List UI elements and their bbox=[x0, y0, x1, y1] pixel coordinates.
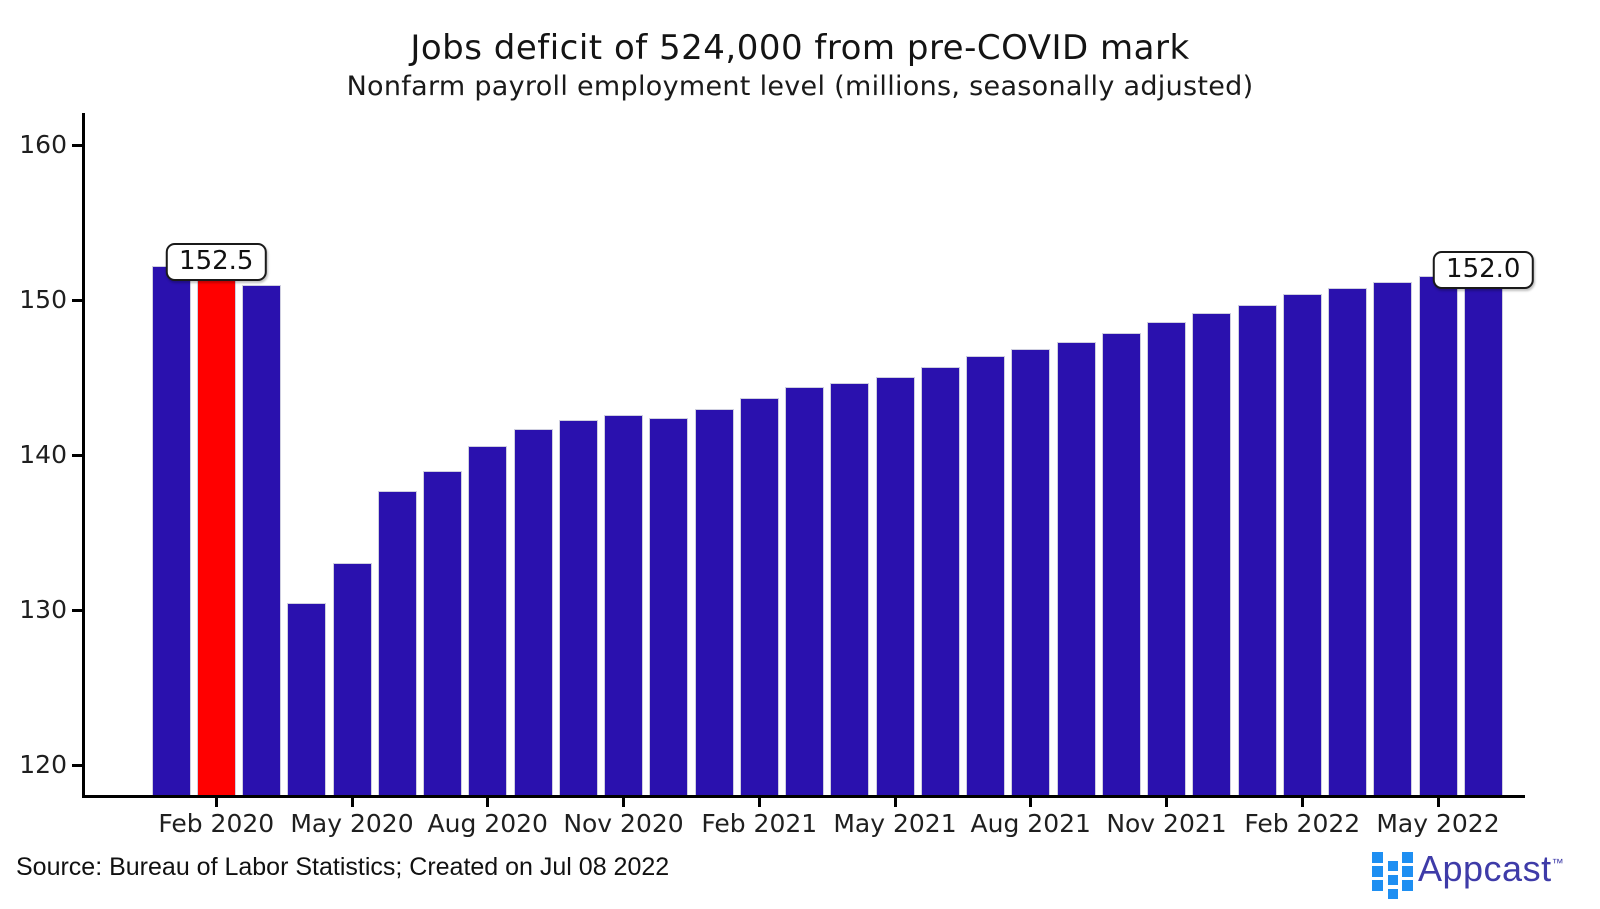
x-axis-tick bbox=[486, 798, 490, 807]
x-axis-tick bbox=[893, 798, 897, 807]
y-axis-tick bbox=[72, 764, 82, 768]
x-axis-label: Feb 2022 bbox=[1244, 809, 1361, 838]
y-axis-label: 160 bbox=[19, 129, 67, 159]
bar-feb-2021 bbox=[739, 398, 779, 795]
bar-jul-2020 bbox=[423, 471, 462, 795]
bar-jan-2020 bbox=[151, 266, 191, 795]
bar-apr-2021 bbox=[830, 382, 870, 795]
y-axis-tick bbox=[72, 609, 82, 613]
x-axis-label: May 2021 bbox=[833, 809, 957, 838]
chart-title: Jobs deficit of 524,000 from pre-COVID m… bbox=[410, 28, 1190, 68]
y-axis-tick bbox=[72, 454, 82, 458]
bar-jun-2022 bbox=[1463, 269, 1503, 795]
appcast-logo-text: Appcast™ bbox=[1418, 848, 1564, 890]
bar-may-2021 bbox=[875, 376, 915, 795]
x-axis-label: May 2020 bbox=[290, 809, 414, 838]
y-axis-label: 150 bbox=[19, 284, 67, 314]
x-axis-label: Aug 2020 bbox=[427, 809, 548, 838]
x-axis-tick bbox=[1165, 798, 1168, 807]
bar-jul-2021 bbox=[966, 356, 1005, 795]
x-axis-label: May 2022 bbox=[1376, 809, 1500, 838]
y-axis-tick bbox=[72, 144, 82, 148]
bar-aug-2020 bbox=[468, 446, 508, 795]
plot-area: 120 130 140 150 160 Feb 2020 May 2020 Aug 2020 N… bbox=[19, 113, 1534, 838]
x-axis-label: Aug 2021 bbox=[970, 809, 1091, 838]
appcast-logo: Appcast™ bbox=[1372, 848, 1592, 908]
appcast-logo-mark-icon bbox=[1372, 852, 1414, 902]
x-axis-tick bbox=[622, 798, 625, 807]
bar-aug-2021 bbox=[1011, 348, 1051, 795]
bar-feb-2022 bbox=[1282, 294, 1322, 795]
y-axis-label: 120 bbox=[19, 749, 67, 779]
x-axis-tick bbox=[350, 798, 354, 807]
y-axis-label: 130 bbox=[19, 594, 67, 624]
bar-jan-2021 bbox=[694, 409, 734, 795]
x-axis-tick bbox=[1029, 798, 1033, 807]
bar-nov-2020 bbox=[604, 415, 643, 795]
bar-jan-2022 bbox=[1237, 305, 1277, 795]
x-axis-label: Nov 2020 bbox=[563, 809, 684, 838]
bar-mar-2022 bbox=[1328, 288, 1367, 795]
bar-nov-2021 bbox=[1147, 322, 1186, 795]
bar-mar-2021 bbox=[785, 387, 824, 795]
x-axis-tick bbox=[1300, 798, 1304, 807]
x-axis-label: Feb 2021 bbox=[701, 809, 818, 838]
y-axis-label: 140 bbox=[19, 439, 67, 469]
bar-sep-2020 bbox=[513, 429, 553, 795]
bar-mar-2020 bbox=[242, 285, 281, 795]
source-caption: Source: Bureau of Labor Statistics; Crea… bbox=[16, 853, 670, 881]
y-axis-tick bbox=[72, 299, 82, 303]
bar-feb-2020 bbox=[196, 261, 236, 795]
x-axis-label: Nov 2021 bbox=[1106, 809, 1227, 838]
trademark-symbol: ™ bbox=[1551, 856, 1564, 870]
bar-apr-2020 bbox=[287, 602, 327, 795]
appcast-wordmark: Appcast bbox=[1418, 848, 1552, 889]
x-axis-tick bbox=[1436, 798, 1440, 807]
x-axis-label: Feb 2020 bbox=[158, 809, 275, 838]
bar-may-2022 bbox=[1418, 275, 1458, 795]
bar-oct-2020 bbox=[558, 419, 598, 795]
x-axis-tick bbox=[757, 798, 761, 807]
bar-dec-2020 bbox=[649, 418, 689, 795]
bar-dec-2021 bbox=[1192, 312, 1232, 795]
value-callout-152.5: 152.5 bbox=[166, 242, 267, 281]
bar-jun-2021 bbox=[920, 367, 960, 795]
bar-oct-2021 bbox=[1101, 333, 1141, 795]
value-callout-152.0: 152.0 bbox=[1433, 250, 1534, 289]
bar-jun-2020 bbox=[377, 491, 417, 795]
x-axis-tick bbox=[214, 798, 218, 807]
bar-sep-2021 bbox=[1056, 342, 1096, 795]
chart-subtitle: Nonfarm payroll employment level (millio… bbox=[346, 71, 1254, 102]
bar-apr-2022 bbox=[1373, 281, 1413, 795]
bar-may-2020 bbox=[332, 562, 372, 795]
